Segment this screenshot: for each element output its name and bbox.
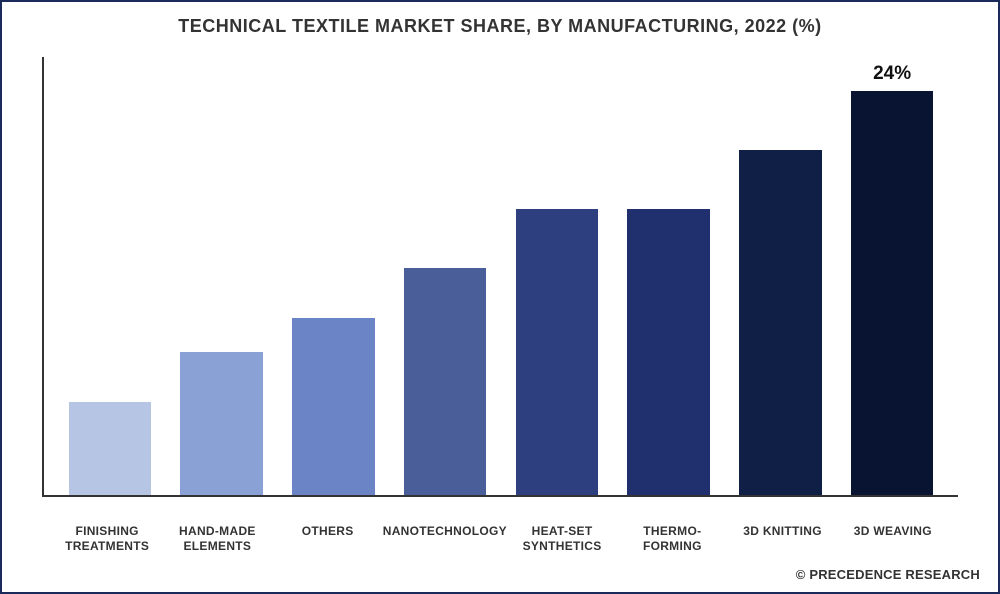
bar [69, 402, 152, 495]
bar [627, 209, 710, 495]
bar [739, 150, 822, 495]
x-axis-label: NANOTECHNOLOGY [383, 518, 507, 554]
bar-slot: 24% [836, 57, 948, 495]
attribution: © PRECEDENCE RESEARCH [796, 567, 980, 582]
x-axis-labels: FINISHING TREATMENTSHAND-MADE ELEMENTSOT… [42, 518, 958, 554]
bar-slot [54, 57, 166, 495]
bar-slot [166, 57, 278, 495]
x-axis-label: FINISHING TREATMENTS [52, 518, 162, 554]
x-axis-label: HAND-MADE ELEMENTS [162, 518, 272, 554]
bar [851, 91, 934, 495]
plot-area: 24% [42, 57, 958, 497]
bar [292, 318, 375, 495]
bar [404, 268, 487, 495]
x-axis-label: 3D WEAVING [838, 518, 948, 554]
x-axis-label: OTHERS [273, 518, 383, 554]
bar-slot [278, 57, 390, 495]
bar-slot [389, 57, 501, 495]
x-axis-label: HEAT-SET SYNTHETICS [507, 518, 617, 554]
bars-group: 24% [44, 57, 958, 495]
bar [516, 209, 599, 495]
bar [180, 352, 263, 495]
x-axis-label: THERMO- FORMING [617, 518, 727, 554]
bar-slot [725, 57, 837, 495]
chart-container: TECHNICAL TEXTILE MARKET SHARE, BY MANUF… [0, 0, 1000, 594]
bar-value-callout: 24% [873, 63, 911, 85]
bar-slot [613, 57, 725, 495]
bar-slot [501, 57, 613, 495]
chart-title: TECHNICAL TEXTILE MARKET SHARE, BY MANUF… [2, 2, 998, 43]
x-axis-label: 3D KNITTING [727, 518, 837, 554]
